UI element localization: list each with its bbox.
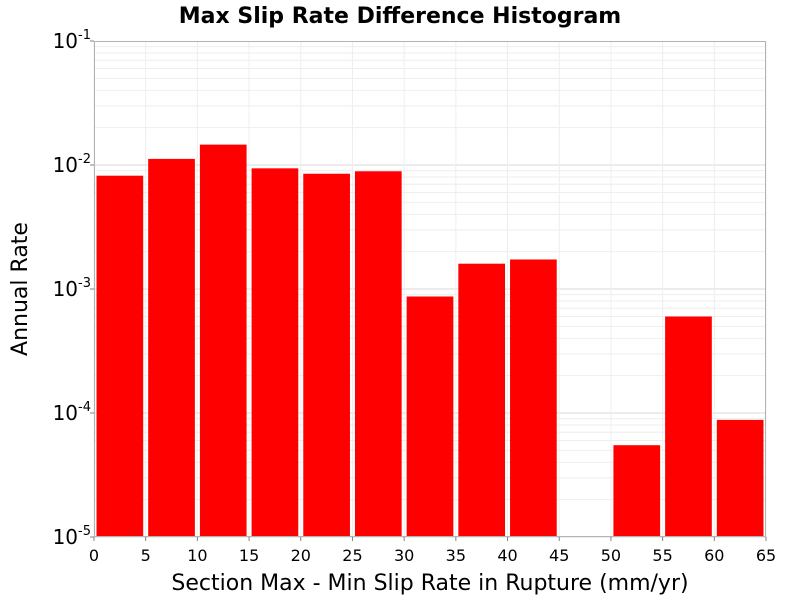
bar-4 <box>303 173 350 537</box>
y-tick-label: 10-5 <box>53 524 91 549</box>
bar-1 <box>148 158 195 537</box>
x-tick-label: 5 <box>141 546 151 565</box>
plot-frame <box>94 41 766 537</box>
x-tick-label: 45 <box>549 546 569 565</box>
bar-12 <box>716 419 764 537</box>
x-tick-label: 0 <box>89 546 99 565</box>
x-tick-label: 65 <box>756 546 776 565</box>
x-tick-label: 50 <box>601 546 621 565</box>
bar-11 <box>665 316 712 537</box>
x-tick-label: 40 <box>497 546 517 565</box>
y-tick-label: 10-1 <box>53 28 91 53</box>
x-tick-label: 20 <box>291 546 311 565</box>
y-axis-label: Annual Rate <box>8 222 33 356</box>
bars <box>96 144 764 538</box>
y-tick-label: 10-4 <box>53 400 91 425</box>
y-tick-label: 10-2 <box>53 152 91 177</box>
bar-10 <box>613 445 661 537</box>
chart-title: Max Slip Rate Difference Histogram <box>179 4 621 29</box>
x-tick-label: 60 <box>704 546 724 565</box>
x-tick-label: 15 <box>239 546 259 565</box>
bar-6 <box>406 296 454 537</box>
bar-5 <box>354 171 402 537</box>
bar-0 <box>96 175 144 538</box>
bar-7 <box>458 263 506 537</box>
y-tick-label: 10-3 <box>53 276 91 301</box>
x-tick-label: 55 <box>652 546 672 565</box>
x-tick-label: 30 <box>394 546 414 565</box>
bar-3 <box>251 168 299 537</box>
bar-8 <box>510 259 557 537</box>
x-tick-label: 10 <box>187 546 207 565</box>
x-axis-label: Section Max - Min Slip Rate in Rupture (… <box>171 571 688 596</box>
y-axis-ticks: 10-5 10-4 10-3 10-2 10-1 <box>53 28 94 549</box>
x-tick-label: 35 <box>446 546 466 565</box>
x-axis-ticks: 0 5 10 15 20 25 30 35 40 45 50 55 60 65 <box>89 537 776 565</box>
x-tick-label: 25 <box>342 546 362 565</box>
bar-2 <box>199 144 247 537</box>
